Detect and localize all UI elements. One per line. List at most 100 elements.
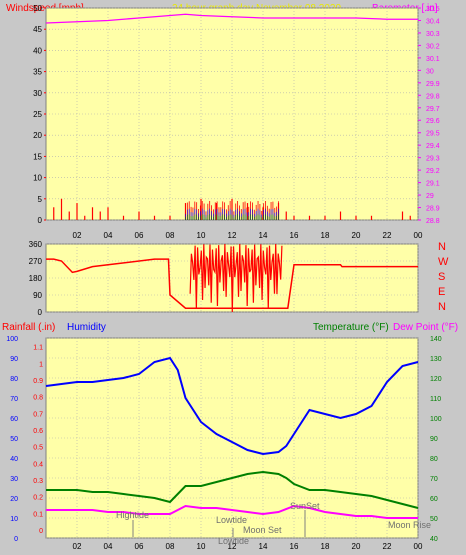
humidity-line: [45, 356, 419, 456]
y-rain-tick-label: 0.3: [33, 478, 43, 485]
x-tick-label: 16: [290, 231, 299, 240]
x-tick-label: 06: [135, 542, 144, 551]
x-tick-label: 08: [166, 542, 175, 551]
lowtide-label: Lowtide: [216, 515, 247, 525]
x-tick-label: 06: [135, 231, 144, 240]
y-humidity-tick-label: 70: [10, 396, 18, 403]
y-left-tick-label: 50: [33, 4, 42, 13]
y-rain-tick-label: 1.1: [33, 345, 43, 352]
x-tick-label: 08: [166, 231, 175, 240]
y-humidity-tick-label: 50: [10, 436, 18, 443]
direction-line: [46, 258, 418, 309]
y-temp-tick-label: 90: [430, 436, 438, 443]
y-humidity-tick-label: 20: [10, 496, 18, 503]
y-rain-tick-label: 0.6: [33, 428, 43, 435]
x-tick-label: 22: [383, 542, 392, 551]
x-tick-label: 04: [104, 231, 113, 240]
humidity-label: Humidity: [67, 322, 106, 333]
y-right-tick-label: 28.9: [426, 206, 440, 213]
x-tick-label: 12: [228, 542, 237, 551]
x-tick-label: 10: [197, 231, 206, 240]
y-right-tick-label: 30.3: [426, 31, 440, 38]
moonrise-label: Moon Rise: [388, 520, 431, 530]
y-right-tick-label: 29.8: [426, 93, 440, 100]
barometer-line: [45, 13, 418, 24]
y-left-tick-label: 10: [33, 174, 42, 183]
compass-label-e: E: [438, 286, 445, 298]
x-tick-label: 22: [383, 231, 392, 240]
x-tick-label: 18: [321, 231, 330, 240]
y-humidity-tick-label: 0: [14, 536, 18, 543]
y-right-tick-label: 30: [426, 68, 434, 75]
y-temp-tick-label: 120: [430, 376, 442, 383]
y-rain-tick-label: 0.5: [33, 445, 43, 452]
y-rain-tick-label: 0.9: [33, 378, 43, 385]
y-right-tick-label: 29.2: [426, 168, 440, 175]
y-right-tick-label: 29.1: [426, 181, 440, 188]
y-left-tick-label: 0: [38, 216, 43, 225]
y-left-tick-label: 15: [33, 152, 42, 161]
y-rain-tick-label: 0.1: [33, 511, 43, 518]
y-right-tick-label: 28.8: [426, 218, 440, 225]
y-right-tick-label: 29.4: [426, 143, 440, 150]
y-right-tick-label: 29.5: [426, 131, 440, 138]
y-temp-tick-label: 70: [430, 476, 438, 483]
direction-variable-line: [189, 243, 283, 313]
y-humidity-tick-label: 90: [10, 356, 18, 363]
x-tick-label: 02: [73, 542, 82, 551]
y-temp-tick-label: 100: [430, 416, 442, 423]
x-tick-label: 00: [414, 231, 423, 240]
moonset-label: Moon Set: [243, 525, 282, 535]
y-humidity-tick-label: 80: [10, 376, 18, 383]
y-left-tick-label: 35: [33, 68, 42, 77]
x-tick-label: 04: [104, 542, 113, 551]
y-left-tick-label: 40: [33, 46, 42, 55]
y-left-tick-label: 30: [33, 89, 42, 98]
dewpoint-label: Dew Point (°F): [393, 322, 458, 333]
y-right-tick-label: 30.5: [426, 6, 440, 13]
x-tick-label: 18: [321, 542, 330, 551]
temperature-label: Temperature (°F): [313, 322, 389, 333]
hightide-label: Hightide: [116, 510, 149, 520]
x-tick-label: 14: [259, 231, 268, 240]
y-right-tick-label: 29.7: [426, 106, 440, 113]
x-tick-label: 16: [290, 542, 299, 551]
y-humidity-tick-label: 10: [10, 516, 18, 523]
y-humidity-tick-label: 30: [10, 476, 18, 483]
y-temp-tick-label: 110: [430, 396, 441, 403]
y-right-tick-label: 30.2: [426, 43, 440, 50]
y-tick-label: 180: [29, 274, 43, 283]
x-tick-label: 20: [352, 231, 361, 240]
y-right-tick-label: 29.9: [426, 81, 440, 88]
compass-label-n: N: [438, 241, 446, 253]
x-tick-label: 12: [228, 231, 237, 240]
y-temp-tick-label: 140: [430, 336, 442, 343]
y-left-tick-label: 45: [33, 25, 42, 34]
x-tick-label: 10: [197, 542, 206, 551]
y-right-tick-label: 29.3: [426, 156, 440, 163]
rainfall-label: Rainfall (.in): [2, 322, 55, 333]
y-rain-tick-label: 0: [39, 528, 43, 535]
y-rain-tick-label: 0.4: [33, 461, 43, 468]
sunset-label: SunSet: [290, 501, 320, 511]
y-rain-tick-label: 1: [39, 361, 43, 368]
y-right-tick-label: 29: [426, 193, 434, 200]
x-tick-label: 00: [414, 542, 423, 551]
y-tick-label: 360: [29, 240, 43, 249]
y-tick-label: 270: [29, 257, 43, 266]
y-temp-tick-label: 60: [430, 496, 438, 503]
y-left-tick-label: 5: [38, 195, 43, 204]
y-right-tick-label: 30.1: [426, 56, 440, 63]
y-left-tick-label: 20: [33, 131, 42, 140]
y-temp-tick-label: 80: [430, 456, 438, 463]
x-tick-label: 20: [352, 542, 361, 551]
y-rain-tick-label: 0.8: [33, 395, 43, 402]
y-left-tick-label: 25: [33, 110, 42, 119]
compass-label-n: N: [438, 301, 446, 313]
y-tick-label: 0: [38, 308, 43, 317]
lowtide2-label: Lowtide: [218, 536, 249, 546]
y-right-tick-label: 29.6: [426, 118, 440, 125]
y-humidity-tick-label: 60: [10, 416, 18, 423]
temperature-line: [46, 470, 419, 509]
